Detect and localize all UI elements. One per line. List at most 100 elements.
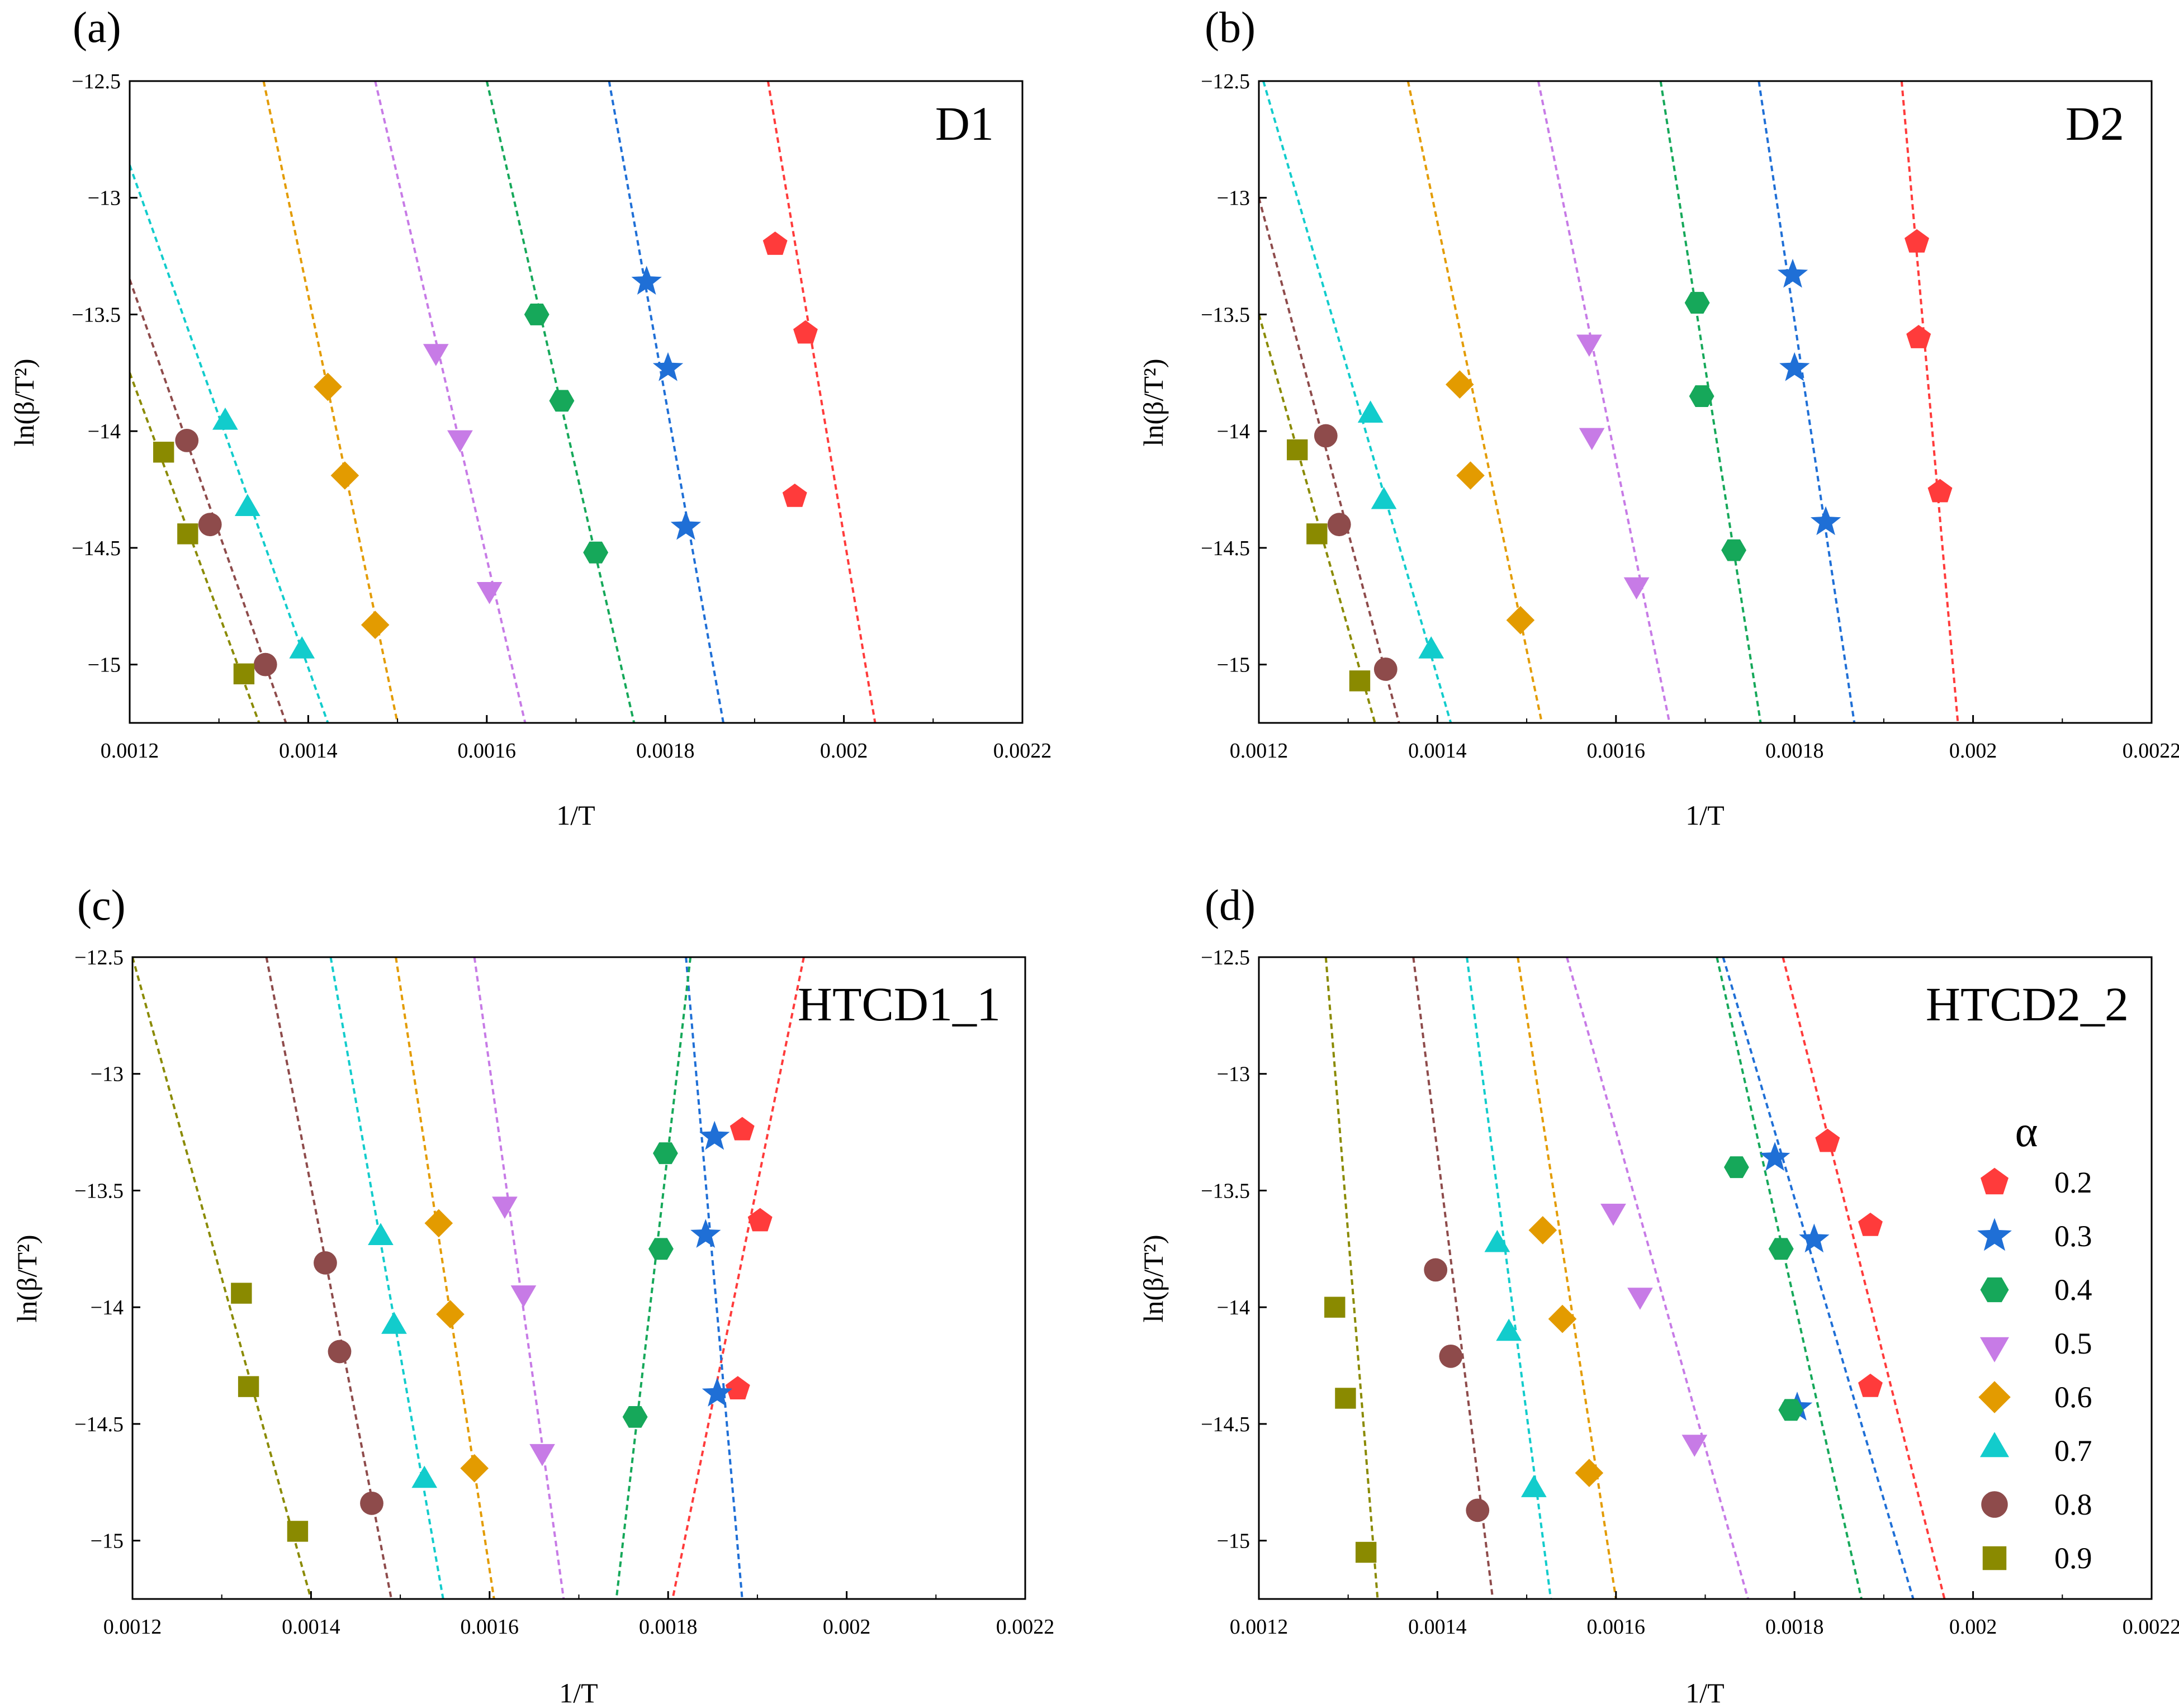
- y-tick-label: −13.5: [1201, 1179, 1250, 1203]
- data-point-alpha-0.4: [622, 1406, 648, 1428]
- data-point-alpha-0.6: [436, 1300, 465, 1328]
- y-axis-ticks: −12.5 −13 −13.5 −14 −14.5 −15: [72, 70, 138, 677]
- legend-label: 0.2: [2054, 1166, 2092, 1199]
- y-tick-label: −14.5: [1201, 537, 1250, 560]
- legend-label: 0.4: [2054, 1273, 2092, 1307]
- fit-line-alpha-0.2: [766, 81, 877, 723]
- legend-marker-0.7: [1980, 1432, 2009, 1458]
- fit-line-alpha-0.8: [130, 279, 287, 723]
- data-point-alpha-0.6: [361, 611, 390, 639]
- fit-line-alpha-0.5: [374, 81, 527, 723]
- fit-line-alpha-0.8: [1259, 197, 1400, 723]
- data-point-alpha-0.8: [1373, 657, 1398, 681]
- x-tick-label: 0.0014: [282, 1615, 340, 1639]
- data-point-alpha-0.8: [314, 1251, 337, 1275]
- fit-line-alpha-0.5: [1566, 957, 1750, 1599]
- y-tick-label: −15: [88, 654, 121, 677]
- y-tick-label: −15: [91, 1530, 124, 1553]
- data-point-alpha-0.8: [1439, 1344, 1463, 1368]
- data-point-alpha-0.5: [1627, 1288, 1653, 1310]
- data-point-alpha-0.7: [1484, 1229, 1510, 1252]
- x-tick-label: 0.002: [823, 1615, 871, 1639]
- data-point-alpha-0.3: [631, 266, 662, 295]
- x-tick-label: 0.0012: [1230, 739, 1289, 763]
- y-tick-label: −14.5: [74, 1413, 124, 1436]
- fit-line-alpha-0.4: [485, 81, 636, 723]
- data-point-alpha-0.7: [368, 1223, 394, 1245]
- x-tick-label: 0.002: [1949, 739, 1997, 763]
- y-tick-label: −13: [91, 1063, 124, 1086]
- fit-line-alpha-0.9: [132, 957, 312, 1599]
- data-point-alpha-0.2: [1906, 325, 1931, 348]
- data-point-alpha-0.8: [328, 1340, 352, 1364]
- fit-line-alpha-0.6: [1517, 957, 1617, 1599]
- data-point-alpha-0.2: [725, 1376, 750, 1399]
- legend-label: 0.7: [2054, 1434, 2092, 1468]
- x-tick-label: 0.0018: [1765, 739, 1824, 763]
- data-point-alpha-0.2: [747, 1208, 773, 1232]
- data-point-alpha-0.5: [510, 1285, 537, 1308]
- data-point-alpha-0.9: [1306, 523, 1328, 545]
- fit-line-alpha-0.7: [1262, 81, 1452, 723]
- legend: α 0.2 0.3 0.4 0.5 0.6 0.7 0.8 0.9: [1977, 1107, 2092, 1575]
- fit-line-alpha-0.7: [329, 957, 444, 1599]
- fit-lines: [132, 957, 805, 1599]
- data-point-alpha-0.8: [175, 428, 199, 452]
- y-axis-ticks: −12.5 −13 −13.5 −14 −14.5 −15: [1201, 70, 1267, 677]
- x-tick-label: 0.0016: [1587, 1615, 1646, 1639]
- legend-title: α: [2015, 1107, 2038, 1156]
- data-point-alpha-0.6: [330, 461, 359, 490]
- inset-label: D2: [2066, 97, 2124, 150]
- y-tick-label: −14.5: [72, 537, 121, 560]
- data-point-alpha-0.5: [1623, 577, 1650, 600]
- data-point-alpha-0.5: [1579, 428, 1605, 451]
- panel-d: (d) 0.0012 0.0014 0.0016 0.0018 0.002 0.0022 …: [1138, 881, 2179, 1708]
- data-point-alpha-0.3: [690, 1219, 721, 1248]
- data-point-alpha-0.6: [1528, 1216, 1557, 1245]
- markers: [153, 231, 818, 685]
- fit-line-alpha-0.3: [685, 957, 743, 1599]
- data-point-alpha-0.7: [411, 1465, 438, 1488]
- data-point-alpha-0.5: [1681, 1435, 1708, 1457]
- data-point-alpha-0.7: [1357, 400, 1384, 423]
- data-point-alpha-0.5: [492, 1196, 518, 1219]
- fit-line-alpha-0.4: [615, 957, 692, 1599]
- data-point-alpha-0.2: [1858, 1374, 1883, 1397]
- data-point-alpha-0.6: [424, 1209, 453, 1238]
- fit-lines: [130, 81, 877, 723]
- fit-line-alpha-0.3: [1722, 957, 1915, 1599]
- data-point-alpha-0.4: [524, 304, 550, 325]
- data-point-alpha-0.6: [460, 1454, 489, 1483]
- x-tick-label: 0.0016: [458, 739, 517, 763]
- data-point-alpha-0.3: [1777, 258, 1808, 288]
- data-point-alpha-0.8: [1466, 1498, 1490, 1522]
- data-point-alpha-0.7: [1521, 1475, 1547, 1497]
- fit-line-alpha-0.7: [130, 164, 329, 723]
- inset-label: D1: [935, 97, 994, 150]
- fit-line-alpha-0.2: [671, 957, 805, 1599]
- fit-line-alpha-0.9: [1259, 314, 1376, 723]
- panel-b: (b) 0.0012 0.0014 0.0016 0.0018 0.002 0.0022 …: [1138, 3, 2179, 831]
- panel-c: (c) 0.0012 0.0014 0.0016 0.0018 0.002 0.0022 …: [11, 881, 1054, 1708]
- legend-label: 0.5: [2054, 1327, 2092, 1360]
- data-point-alpha-0.3: [1759, 1142, 1790, 1171]
- data-point-alpha-0.9: [231, 1283, 252, 1304]
- data-point-alpha-0.2: [762, 231, 788, 255]
- data-point-alpha-0.3: [699, 1120, 730, 1150]
- y-tick-label: −12.5: [74, 946, 124, 969]
- plot-frame: [129, 80, 1024, 724]
- data-point-alpha-0.9: [177, 523, 198, 545]
- x-tick-label: 0.0012: [1230, 1615, 1289, 1639]
- data-point-alpha-0.7: [234, 494, 260, 516]
- data-point-alpha-0.8: [198, 513, 222, 537]
- legend-marker-0.2: [1981, 1167, 2009, 1195]
- data-point-alpha-0.9: [153, 442, 174, 463]
- panel-label: (c): [77, 881, 126, 929]
- data-point-alpha-0.6: [1446, 370, 1474, 399]
- data-point-alpha-0.2: [730, 1116, 755, 1141]
- fit-lines: [1259, 81, 1959, 723]
- x-axis-ticks: 0.0012 0.0014 0.0016 0.0018 0.002 0.0022: [101, 715, 1051, 763]
- x-axis-label: 1/T: [1685, 799, 1724, 831]
- y-tick-label: −13: [1217, 1063, 1250, 1086]
